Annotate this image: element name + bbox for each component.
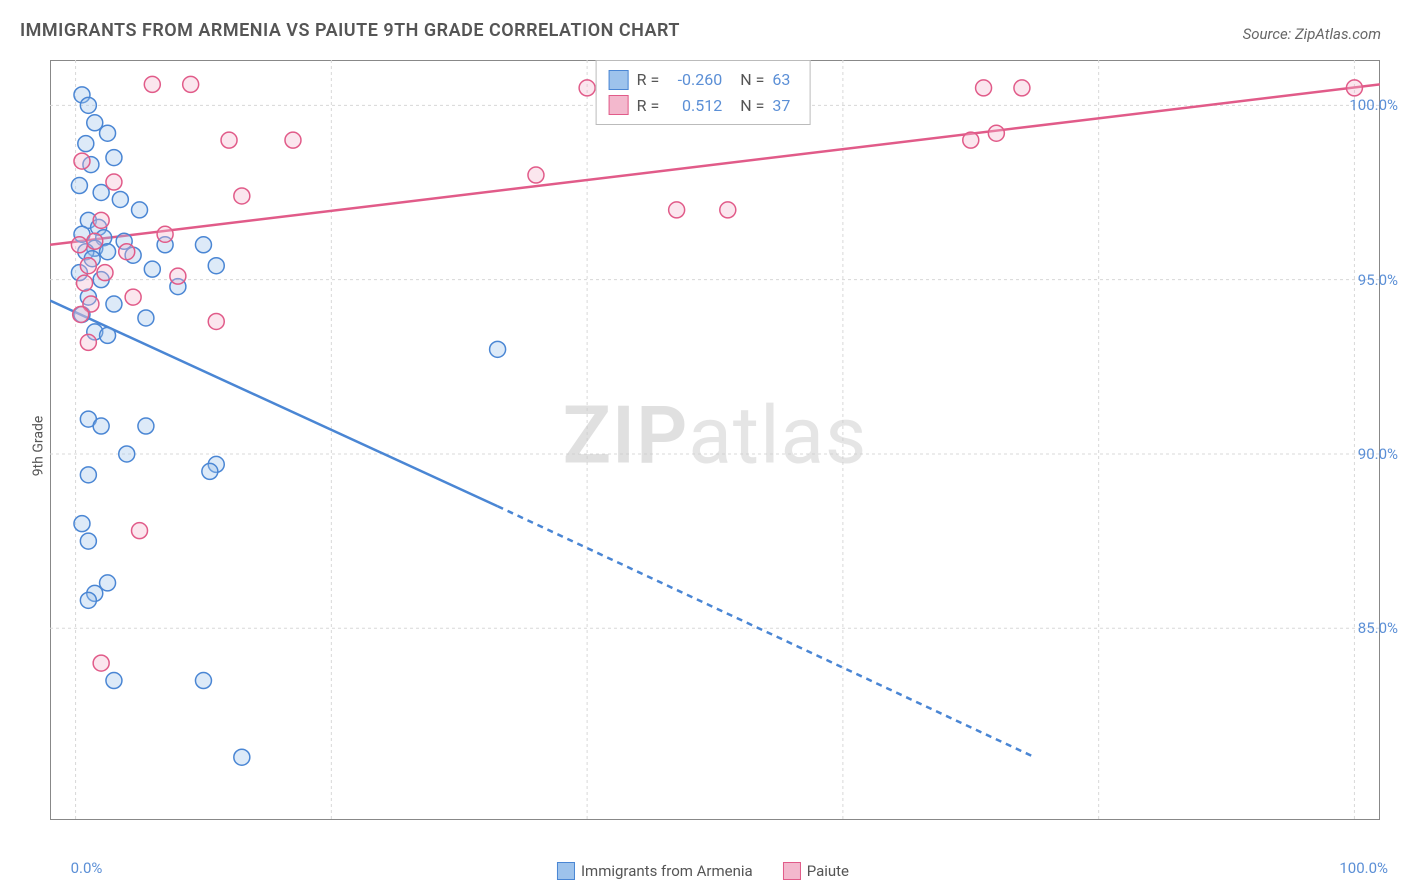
bottom-legend: Immigrants from Armenia Paiute <box>557 862 849 880</box>
stats-n-value: 37 <box>772 93 797 119</box>
source-label: Source: ZipAtlas.com <box>1243 25 1381 43</box>
stats-r-value: -0.260 <box>667 67 722 93</box>
stats-row: R = -0.260 N = 63 <box>609 67 798 93</box>
stats-swatch <box>609 70 629 90</box>
chart-svg <box>50 60 1380 820</box>
chart-container: IMMIGRANTS FROM ARMENIA VS PAIUTE 9TH GR… <box>0 0 1406 892</box>
y-tick-label: 85.0% <box>1338 619 1398 637</box>
stats-legend-box: R = -0.260 N = 63 R = 0.512 N = 37 <box>596 60 811 125</box>
y-tick-label: 95.0% <box>1338 271 1398 289</box>
stats-row: R = 0.512 N = 37 <box>609 93 798 119</box>
legend-item: Immigrants from Armenia <box>557 862 753 880</box>
chart-title: IMMIGRANTS FROM ARMENIA VS PAIUTE 9TH GR… <box>20 20 680 41</box>
legend-swatch <box>557 862 575 880</box>
stats-n-label: N = <box>740 67 764 93</box>
stats-r-label: R = <box>637 67 660 93</box>
legend-label: Paiute <box>807 862 849 880</box>
stats-r-value: 0.512 <box>667 93 722 119</box>
plot-area: ZIPatlas <box>50 60 1380 820</box>
y-tick-label: 100.0% <box>1338 96 1398 114</box>
stats-n-label: N = <box>740 93 764 119</box>
stats-n-value: 63 <box>772 67 797 93</box>
y-axis-label: 9th Grade <box>30 416 46 477</box>
y-tick-label: 90.0% <box>1338 445 1398 463</box>
legend-swatch <box>783 862 801 880</box>
stats-swatch <box>609 95 629 115</box>
legend-item: Paiute <box>783 862 849 880</box>
stats-r-label: R = <box>637 93 660 119</box>
x-tick-label: 100.0% <box>1339 859 1388 877</box>
legend-label: Immigrants from Armenia <box>581 862 753 880</box>
x-tick-label: 0.0% <box>71 859 103 877</box>
